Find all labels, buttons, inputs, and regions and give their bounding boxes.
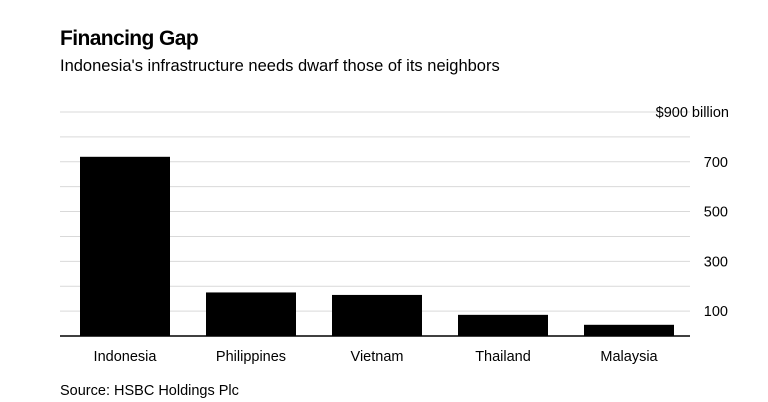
x-tick-label-indonesia: Indonesia <box>94 349 158 365</box>
y-tick-label-300: 300 <box>704 254 728 270</box>
y-tick-label-100: 100 <box>704 304 728 320</box>
y-tick-label-900: $900 billion <box>656 105 729 121</box>
bar-thailand <box>458 314 548 336</box>
y-tick-label-500: 500 <box>704 205 728 221</box>
bar-malaysia <box>584 324 674 336</box>
x-tick-label-malaysia: Malaysia <box>600 349 658 365</box>
x-tick-label-philippines: Philippines <box>216 349 286 365</box>
x-tick-label-vietnam: Vietnam <box>351 349 404 365</box>
bar-indonesia <box>80 156 170 336</box>
labels: 100 300 500 700 $900 billion Indonesia Philipp… <box>94 105 729 365</box>
bar-vietnam <box>332 294 422 336</box>
chart-title: Financing Gap <box>60 27 199 50</box>
source-note: Source: HSBC Holdings Plc <box>60 383 239 399</box>
bar-philippines <box>206 292 296 336</box>
x-tick-label-thailand: Thailand <box>475 349 531 365</box>
chart-subtitle: Indonesia's infrastructure needs dwarf t… <box>60 57 500 75</box>
y-tick-label-700: 700 <box>704 155 728 171</box>
bars <box>80 156 674 336</box>
